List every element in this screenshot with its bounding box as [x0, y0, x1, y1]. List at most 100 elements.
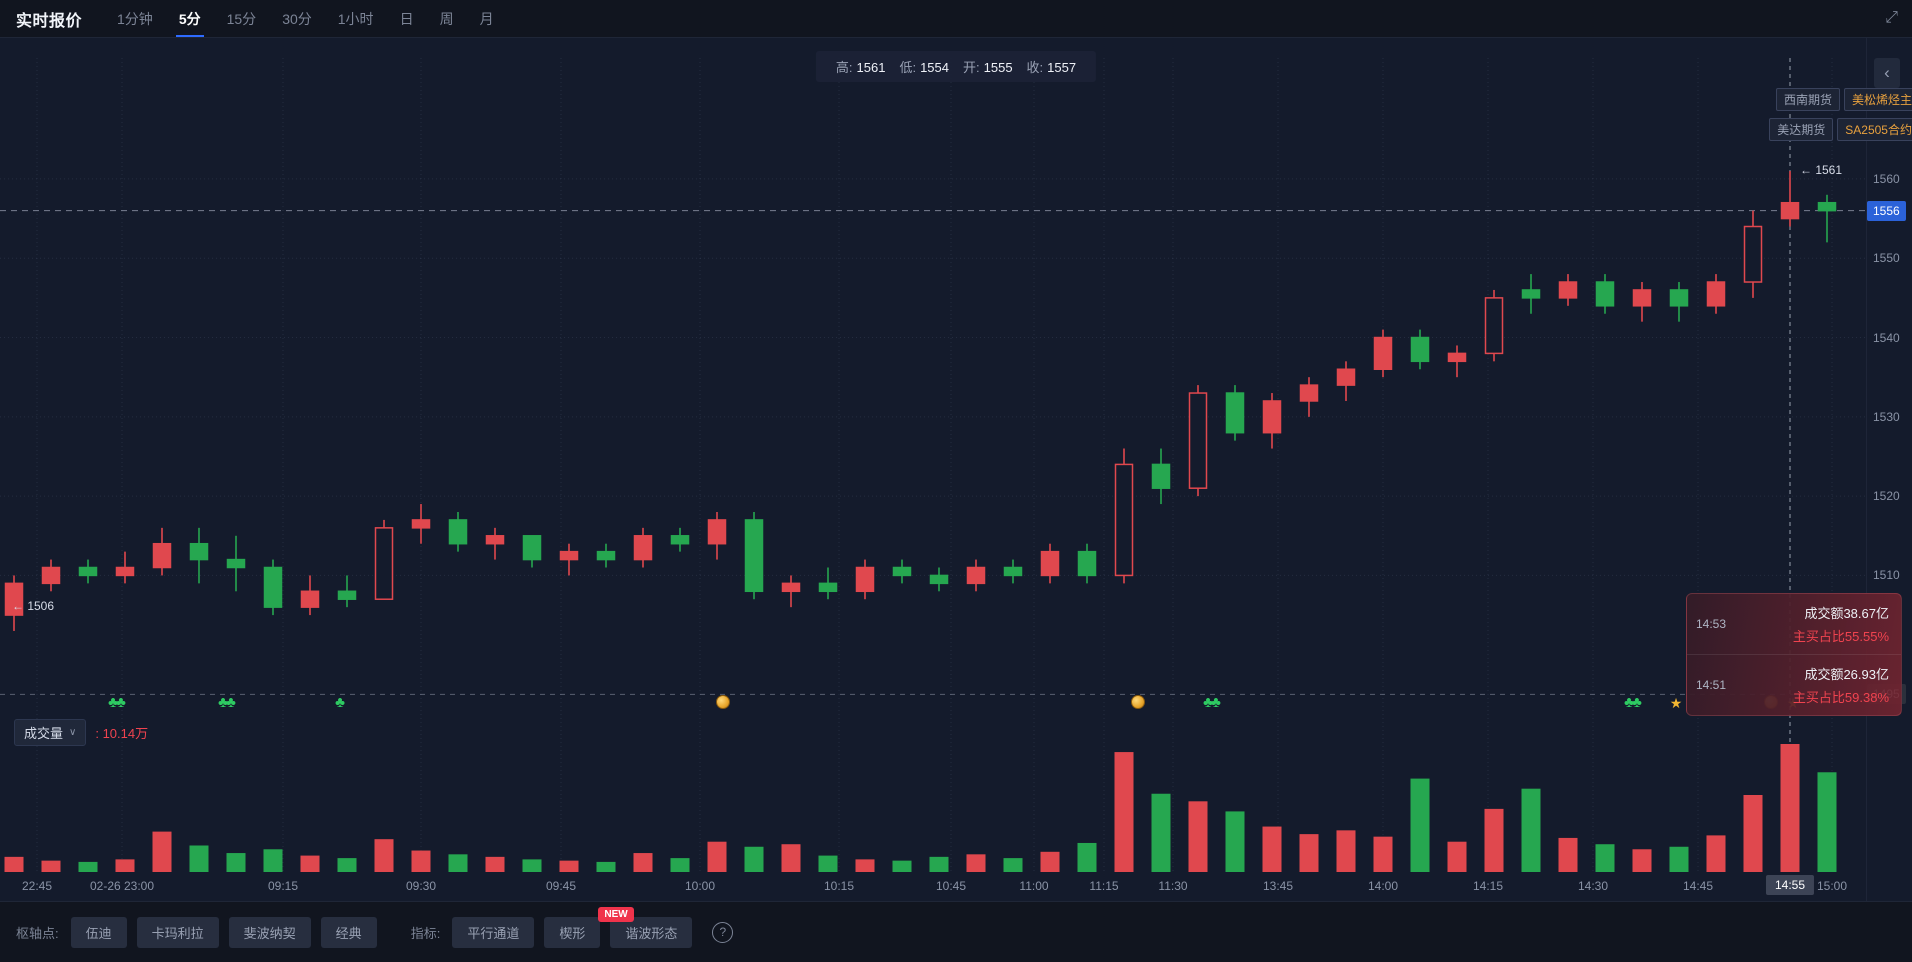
- volume-bar: [485, 856, 505, 872]
- candle-body: [411, 519, 431, 529]
- candle-body: [781, 582, 801, 593]
- volume-bar: [1447, 841, 1467, 872]
- current-price-tag: 1556: [1867, 200, 1906, 221]
- volume-bar: [300, 855, 320, 872]
- volume-bar: [1706, 835, 1726, 872]
- volume-bar: [1743, 794, 1763, 872]
- price-tick-label: 1550: [1873, 251, 1900, 266]
- volume-header: 成交量 ∨ : 10.14万: [14, 719, 148, 746]
- clover-marker-icon: ♣ ♣: [218, 694, 236, 711]
- volume-bar: [4, 856, 24, 872]
- candle-body: [1669, 289, 1689, 307]
- candle-body: [152, 542, 172, 569]
- tab-1分钟[interactable]: 1分钟: [117, 10, 153, 27]
- tab-周[interactable]: 周: [439, 10, 454, 27]
- time-label: 02-26 23:00: [89, 879, 155, 893]
- tooltip-time: 14:51: [1696, 678, 1727, 692]
- tooltip-turnover: 成交额38.67亿: [1804, 606, 1889, 621]
- coin-marker-icon: [716, 695, 730, 709]
- tab-5分[interactable]: 5分: [166, 1, 214, 37]
- high-price-annotation: ← 1561: [1800, 163, 1843, 177]
- tab-15分[interactable]: 15分: [226, 10, 257, 27]
- price-tick-label: 1540: [1873, 330, 1900, 345]
- candle-body: [1484, 297, 1504, 355]
- tooltip-row: 14:51 成交额26.93亿 主买占比59.38%: [1687, 654, 1901, 715]
- candle-body: [818, 582, 838, 593]
- volume-bar: [337, 858, 357, 872]
- indicator-button-平行通道[interactable]: 平行通道: [452, 916, 535, 948]
- time-label: 10:15: [823, 879, 855, 893]
- indicator-buttons: 平行通道 楔形 谐波形态 NEW: [452, 906, 693, 948]
- pivot-button-伍迪[interactable]: 伍迪: [70, 916, 127, 948]
- tab-1小时[interactable]: 1小时: [337, 10, 374, 27]
- time-label: 10:45: [935, 879, 967, 893]
- volume-bar: [1003, 858, 1023, 872]
- candle-body: [892, 566, 912, 577]
- tab-30分[interactable]: 30分: [282, 10, 312, 27]
- coin-marker-icon: [1131, 695, 1145, 709]
- candle-body: [448, 519, 468, 545]
- pivot-button-卡玛利拉[interactable]: 卡玛利拉: [136, 916, 219, 948]
- volume-bar: [263, 849, 283, 872]
- candle-body: [263, 566, 283, 608]
- time-axis: 22:45 02-26 23:00 09:15 09:30 09:45 10:00 10:1…: [0, 874, 1866, 900]
- star-marker-icon: ★: [1669, 695, 1683, 711]
- volume-bar: [781, 844, 801, 872]
- volume-bar: [78, 861, 98, 872]
- tooltip-buy-ratio: 主买占比55.55%: [1792, 629, 1889, 644]
- ohlc-item: 低: 1554: [899, 60, 949, 75]
- candle-body: [929, 574, 949, 585]
- volume-bar: [966, 854, 986, 872]
- candle-body: [1780, 201, 1800, 220]
- candle-body: [633, 535, 653, 561]
- candle-body: [855, 566, 875, 593]
- pivot-button-斐波纳契[interactable]: 斐波纳契: [228, 916, 311, 948]
- candle-body: [374, 527, 394, 600]
- volume-bar: [559, 860, 579, 872]
- volume-bar: [1780, 744, 1800, 872]
- candle-body: [1373, 336, 1393, 370]
- volume-indicator-selector[interactable]: 成交量 ∨: [14, 719, 87, 746]
- volume-bar: [744, 846, 764, 872]
- candle-body: [1558, 281, 1578, 299]
- time-label: 14:30: [1577, 879, 1609, 893]
- time-label: 09:45: [545, 879, 577, 893]
- candle-body: [596, 550, 616, 561]
- bottom-toolbar: 枢轴点: 伍迪 卡玛利拉 斐波纳契 经典 指标: 平行通道 楔形 谐波形态 NEW ?: [0, 901, 1912, 962]
- candle-body: [1225, 392, 1245, 434]
- pivot-button-经典[interactable]: 经典: [320, 916, 377, 948]
- page-title: 实时报价: [16, 12, 83, 30]
- trade-detail-tooltip: 14:53 成交额38.67亿 主买占比55.55% 14:51 成交额26.93亿 主买…: [1686, 593, 1902, 716]
- candle-body: [707, 519, 727, 545]
- volume-bar: [226, 853, 246, 872]
- price-axis: 15601550154015301520151015561495: [1866, 37, 1912, 902]
- volume-bar: [1521, 788, 1541, 872]
- price-tick-label: 1560: [1873, 171, 1900, 186]
- volume-bar: [1188, 801, 1208, 872]
- candle-body: [1521, 289, 1541, 299]
- broker-contract-badges: 西南期货 美松烯烃主 美达期货 SA2505合约: [1769, 88, 1912, 141]
- collapse-panel-button[interactable]: ‹: [1874, 58, 1900, 88]
- volume-bar: [892, 860, 912, 872]
- price-tick-label: 1530: [1873, 409, 1900, 424]
- indicator-button-谐波形态[interactable]: 谐波形态 NEW: [598, 906, 693, 948]
- help-icon[interactable]: ?: [712, 921, 734, 943]
- candle-body: [559, 550, 579, 561]
- indicator-button-楔形[interactable]: 楔形: [544, 916, 601, 948]
- fullscreen-icon[interactable]: ⤢: [1885, 9, 1898, 26]
- tab-月[interactable]: 月: [479, 10, 494, 27]
- tooltip-turnover: 成交额26.93亿: [1804, 667, 1889, 682]
- tab-日[interactable]: 日: [399, 10, 414, 27]
- time-label: 22:45: [21, 879, 53, 893]
- ohlc-info-bar: 高: 1561 低: 1554 开: 1555 收: 1557: [815, 51, 1097, 82]
- time-label: 13:45: [1262, 879, 1294, 893]
- pivot-buttons: 伍迪 卡玛利拉 斐波纳契 经典: [70, 916, 377, 948]
- clover-marker-icon: ♣ ♣: [108, 694, 126, 711]
- volume-bar: [1669, 846, 1689, 872]
- candle-body: [337, 590, 357, 600]
- broker-badge: 西南期货: [1775, 88, 1840, 111]
- pivot-label: 枢轴点:: [16, 925, 59, 941]
- volume-bar: [1558, 837, 1578, 872]
- volume-bar: [1262, 826, 1282, 872]
